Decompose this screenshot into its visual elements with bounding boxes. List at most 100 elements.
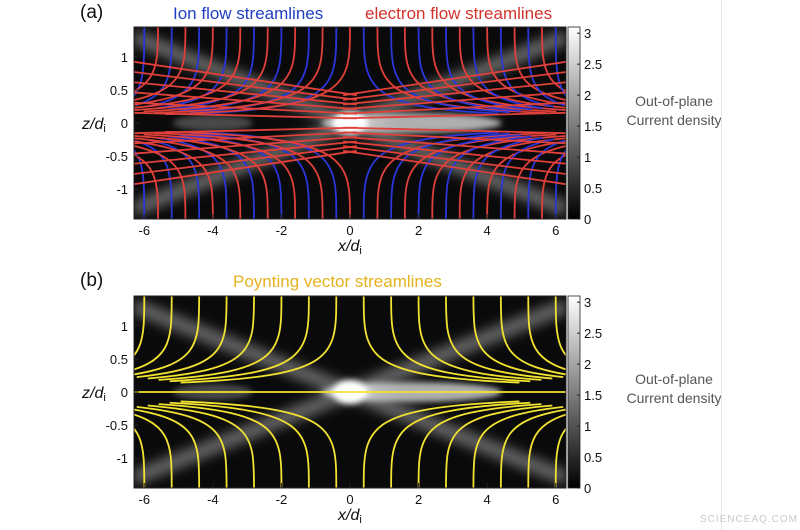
x-tick-label: -6: [139, 223, 151, 238]
ion-streamline: [499, 138, 554, 219]
x-tick-label: 6: [552, 492, 559, 507]
colorbar-tick-label: 1: [584, 150, 591, 165]
electron-outflow-line: [134, 81, 357, 106]
y-axis-label-sub: i: [103, 123, 105, 135]
poynting-streamline: [445, 296, 553, 380]
electron-outflow-line: [134, 145, 357, 175]
y-axis-label-part: /: [89, 385, 96, 402]
poynting-streamline: [134, 296, 173, 371]
electron-streamline: [541, 27, 566, 93]
electron-streamline: [154, 132, 324, 219]
ion-streamline: [179, 134, 283, 219]
colorbar-a-label-line2: Current density: [626, 112, 722, 128]
electron-streamline: [403, 27, 557, 113]
x-axis-label-sub: i: [359, 245, 361, 257]
poynting-streamline: [390, 296, 531, 383]
colorbar-b-label: Out-of-plane Current density: [614, 370, 734, 408]
panel-a-label: (a): [80, 2, 104, 23]
poynting-streamline: [499, 408, 566, 488]
electron-outflow-line: [134, 136, 357, 155]
poynting-streamline: [527, 413, 566, 488]
ion-streamline: [527, 139, 565, 219]
ion-streamline: [417, 27, 521, 112]
ion-streamline: [390, 132, 510, 219]
x-axis-label-part: /: [345, 238, 352, 255]
poynting-streamline: [390, 401, 531, 488]
colorbar-tick-label: 1: [584, 419, 591, 434]
colorbar: [567, 295, 581, 489]
y-axis-label-part: /: [89, 116, 96, 133]
electron-outflow-line: [134, 131, 357, 145]
x-axis-label: x/di: [337, 507, 362, 526]
x-axis-label-part: /: [345, 507, 352, 524]
electron-streamline: [143, 27, 297, 113]
electron-streamline: [513, 27, 566, 102]
poynting-streamline: [445, 404, 553, 488]
streamlines: [134, 296, 566, 488]
y-tick-label: -1: [116, 451, 128, 466]
poynting-streamline: [472, 296, 564, 379]
watermark: SCIENCEAQ.COM: [700, 514, 799, 525]
y-tick-label: 0: [121, 385, 128, 400]
x-axis-label-part: x: [337, 507, 347, 524]
poynting-streamline: [169, 296, 310, 383]
colorbar-tick-label: 0: [584, 212, 591, 227]
colorbar-tick-label: 0: [584, 481, 591, 496]
electron-outflow-line: [343, 140, 566, 165]
electron-outflow-line: [343, 91, 566, 110]
x-point-glow: [332, 111, 368, 135]
poynting-streamline: [147, 296, 255, 380]
colorbar-tick-label: 1.5: [584, 119, 602, 134]
poynting-streamline: [417, 403, 542, 488]
ion-streamline: [554, 149, 566, 219]
x-axis-label-part: x: [337, 238, 347, 255]
ion-streamline: [146, 27, 201, 108]
electron-streamline: [154, 27, 324, 114]
electron-outflow-line: [134, 111, 357, 120]
x-tick-label: 4: [484, 492, 491, 507]
y-axis-label-part: d: [94, 385, 104, 402]
poynting-streamline: [472, 405, 564, 488]
poynting-streamline: [158, 403, 283, 488]
poynting-streamline: [362, 296, 520, 384]
electron-streamline: [403, 133, 557, 219]
colorbar-b-label-line1: Out-of-plane: [635, 371, 713, 387]
electron-streamline: [376, 132, 546, 219]
ion-streamline: [417, 134, 521, 219]
electron-outflow-line: [134, 71, 357, 101]
page-divider: [721, 0, 722, 530]
y-tick-label: 0.5: [110, 83, 128, 98]
poynting-streamline: [147, 404, 255, 488]
y-axis-label: z/di: [81, 385, 106, 404]
colorbar-tick-label: 0.5: [584, 450, 602, 465]
y-tick-label: 1: [121, 50, 128, 65]
poynting-streamline: [136, 296, 228, 379]
electron-outflow-line: [343, 111, 566, 120]
colorbar-tick-label: 1.5: [584, 388, 602, 403]
colorbar-tick-label: 2.5: [584, 326, 602, 341]
electron-outflow-line: [134, 60, 357, 97]
poynting-streamline: [134, 413, 173, 488]
x-tick-label: 2: [415, 492, 422, 507]
ion-streamline: [554, 27, 566, 97]
colorbar-b-label-line2: Current density: [626, 390, 722, 406]
poynting-streamline: [417, 296, 542, 381]
poynting-streamline: [134, 408, 201, 488]
x-tick-label: 0: [346, 492, 353, 507]
colorbar-a-label-line1: Out-of-plane: [635, 93, 713, 109]
x-tick-label: -2: [276, 492, 288, 507]
y-tick-label: 1: [121, 319, 128, 334]
electron-streamline: [541, 153, 566, 219]
x-tick-label: 2: [415, 223, 422, 238]
y-tick-label: 0.5: [110, 352, 128, 367]
electron-streamline: [134, 153, 159, 219]
ion-streamline: [179, 27, 283, 112]
poynting-streamline: [180, 400, 338, 488]
poynting-streamline: [134, 296, 146, 357]
ion-streamline: [362, 131, 499, 219]
colorbar-tick-label: 2: [584, 357, 591, 372]
x-tick-label: -4: [207, 492, 219, 507]
ion-streamline: [499, 27, 554, 108]
poynting-streamline: [527, 296, 566, 371]
